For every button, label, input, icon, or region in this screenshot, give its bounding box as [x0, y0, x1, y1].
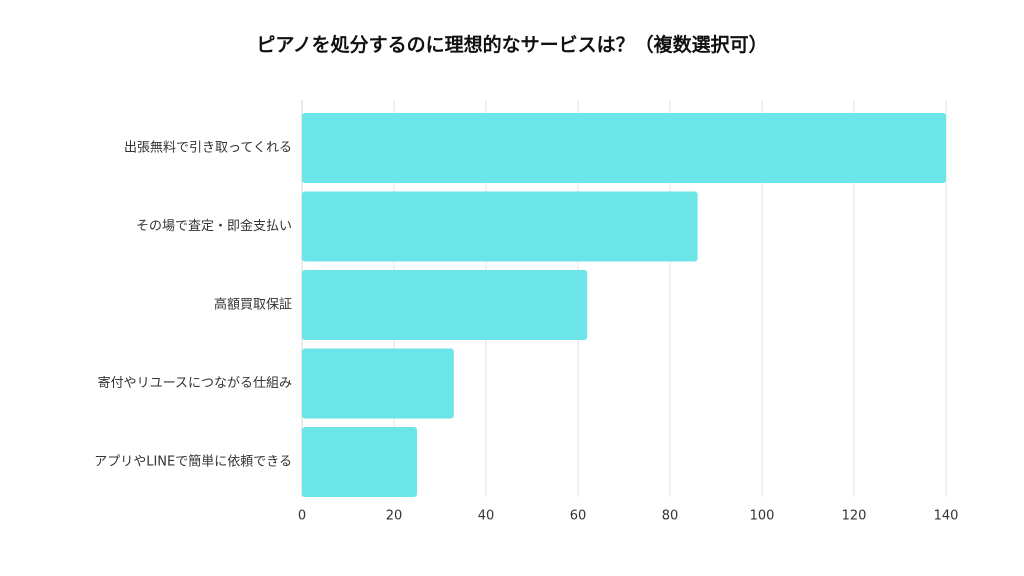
- x-tick-label: 20: [386, 509, 403, 524]
- bars: [302, 113, 946, 497]
- chart-title: ピアノを処分するのに理想的なサービスは？（複数選択可）: [256, 34, 768, 56]
- category-label: 寄付やリユースにつながる仕組み: [98, 375, 292, 391]
- x-tick-label: 120: [842, 509, 867, 524]
- x-tick-label: 40: [478, 509, 495, 524]
- x-tick-label: 0: [298, 509, 306, 524]
- x-tick-label: 60: [570, 509, 587, 524]
- bar: [302, 113, 946, 183]
- x-tick-label: 140: [934, 509, 959, 524]
- category-label: その場で査定・即金支払い: [136, 218, 292, 234]
- category-label: アプリやLINEで簡単に依頼できる: [94, 454, 292, 470]
- x-tick-label: 80: [662, 509, 679, 524]
- category-labels: 出張無料で引き取ってくれるその場で査定・即金支払い高額買取保証寄付やリユースにつ…: [94, 141, 292, 470]
- x-axis-ticks: 0 20 40 60 80 100 120 140: [298, 509, 959, 524]
- category-label: 高額買取保証: [214, 297, 292, 313]
- bar: [302, 270, 588, 340]
- category-label: 出張無料で引き取ってくれる: [124, 141, 292, 156]
- bar: [302, 427, 417, 497]
- bar: [302, 191, 698, 262]
- bar: [302, 348, 454, 419]
- x-tick-label: 100: [750, 509, 775, 524]
